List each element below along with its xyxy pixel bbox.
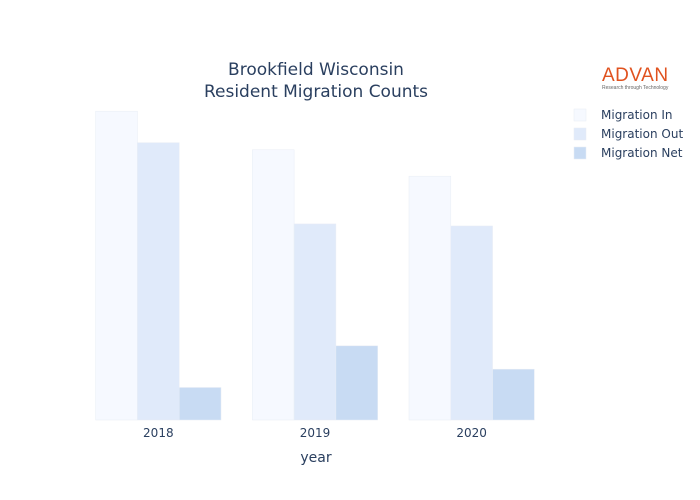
legend: Migration In Migration Out Migration Net [573, 108, 683, 160]
x-tick-label-2019: 2019 [300, 426, 331, 440]
x-tick-label-2020: 2020 [456, 426, 487, 440]
bar-migration-net-2020[interactable] [492, 368, 535, 421]
legend-item-migration-out[interactable]: Migration Out [573, 127, 683, 141]
legend-item-migration-in[interactable]: Migration In [573, 108, 673, 122]
plot-area [95, 110, 535, 421]
x-tick-label-2018: 2018 [143, 426, 174, 440]
advan-logo: ADVAN Research through Technology [602, 66, 672, 91]
bar-migration-net-2018[interactable] [178, 387, 222, 421]
bar-migration-out-2020[interactable] [450, 225, 493, 421]
legend-label: Migration Out [601, 127, 683, 141]
chart-title-line-2: Resident Migration Counts [204, 82, 428, 102]
logo-wordmark: ADVAN [602, 65, 669, 86]
legend-label: Migration In [601, 108, 673, 122]
legend-swatch [573, 146, 587, 160]
legend-swatch [573, 127, 587, 141]
bar-migration-net-2019[interactable] [335, 345, 378, 421]
bar-migration-out-2019[interactable] [293, 223, 337, 421]
legend-label: Migration Net [601, 146, 683, 160]
x-axis-title: year [300, 450, 331, 466]
x-axis-ticks: 2018 2019 2020 [143, 426, 487, 440]
logo-tagline: Research through Technology [602, 85, 669, 91]
legend-swatch [573, 108, 587, 122]
bar-migration-in-2018[interactable] [95, 110, 138, 421]
bar-migration-out-2018[interactable] [137, 142, 180, 421]
bar-migration-in-2020[interactable] [408, 175, 452, 421]
legend-item-migration-net[interactable]: Migration Net [573, 146, 683, 160]
bar-migration-in-2019[interactable] [252, 149, 295, 421]
chart-title-line-1: Brookfield Wisconsin [228, 60, 404, 80]
